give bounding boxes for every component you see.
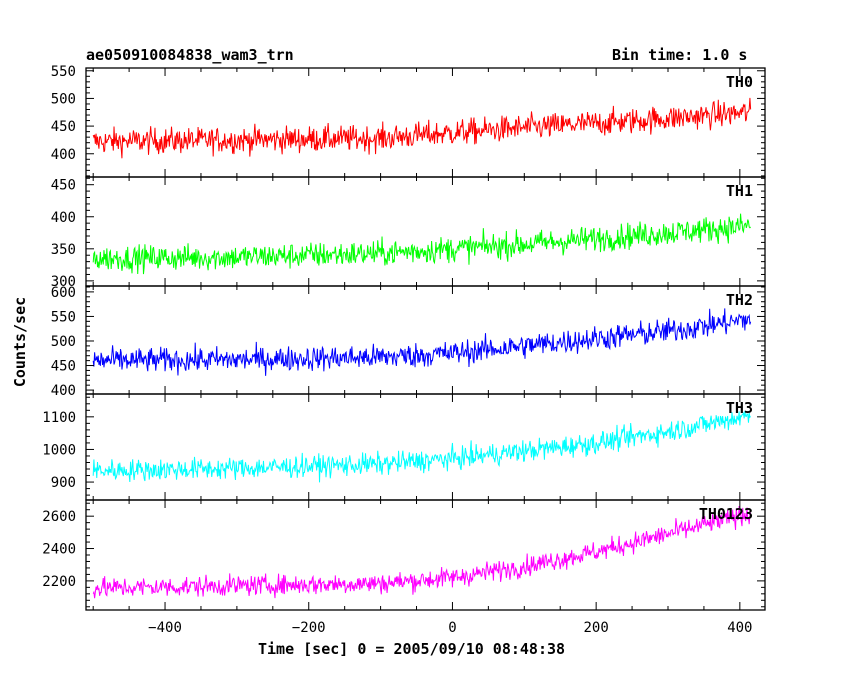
object-title: ae050910084838_wam3_trn [86, 46, 294, 64]
x-tick-label: 400 [727, 620, 752, 636]
y-tick-label: 350 [51, 242, 76, 258]
panel-th0: 400 450 500 550 TH0 [51, 64, 766, 178]
panel-label: TH2 [726, 291, 753, 309]
y-tick-label: 400 [51, 147, 76, 163]
panel-th2: 400 450 500 550 600 TH2 [51, 285, 766, 399]
series-th0123 [92, 505, 752, 599]
y-tick-label: 450 [51, 178, 76, 194]
panel-frame [85, 393, 766, 501]
y-tick-label: 600 [51, 285, 76, 301]
x-tick-label: −400 [148, 620, 182, 636]
panel-frame [85, 285, 766, 395]
panel-label: TH1 [726, 182, 753, 200]
series-th2 [92, 308, 752, 376]
y-tick-label: 2600 [42, 509, 76, 525]
y-tick-label: 400 [51, 383, 76, 399]
panel-label: TH0 [726, 73, 753, 91]
y-tick-label: 550 [51, 309, 76, 325]
y-tick-label: 550 [51, 64, 76, 80]
x-tick-label: 0 [448, 620, 456, 636]
y-tick-label: 450 [51, 359, 76, 375]
x-tick-label: −200 [292, 620, 326, 636]
y-tick-label: 2400 [42, 542, 76, 558]
y-tick-label: 300 [51, 274, 76, 290]
series-th0 [92, 97, 752, 159]
series-th1 [92, 213, 752, 275]
panel-th0123: 2200 2400 2600 TH0123 [42, 499, 766, 611]
panel-label: TH3 [726, 399, 753, 417]
y-tick-label: 450 [51, 119, 76, 135]
y-tick-label: 400 [51, 210, 76, 226]
y-tick-label: 1100 [42, 410, 76, 426]
y-axis-label: Counts/sec [11, 296, 29, 388]
y-tick-label: 500 [51, 334, 76, 350]
x-tick-label: 200 [583, 620, 608, 636]
x-axis-label: Time [sec] 0 = 2005/09/10 08:48:38 [258, 640, 566, 658]
panel-label: TH0123 [699, 505, 753, 523]
y-tick-label: 1000 [42, 442, 76, 458]
bin-time-label: Bin time: 1.0 s [612, 46, 748, 64]
panel-frame [85, 499, 766, 611]
y-tick-label: 900 [51, 475, 76, 491]
panel-th3: 900 1000 1100 TH3 [42, 393, 766, 501]
y-tick-label: 2200 [42, 574, 76, 590]
panel-th1: 300 350 400 450 TH1 [51, 176, 766, 290]
series-th3 [92, 410, 751, 483]
y-tick-label: 500 [51, 91, 76, 107]
